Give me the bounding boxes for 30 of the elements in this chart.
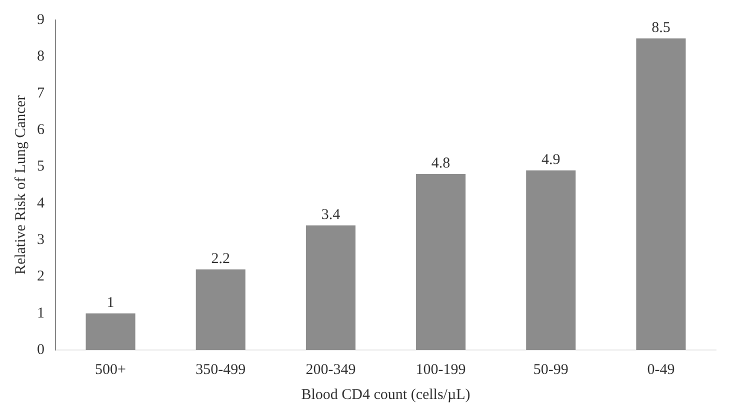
y-tick-label: 7 [37,85,45,102]
y-tick-label: 0 [37,342,44,358]
data-label: 8.5 [652,20,670,36]
data-label: 2.2 [211,250,230,267]
data-label: 4.9 [542,152,560,168]
y-tick-label: 8 [37,48,44,65]
x-tick-label: 0-49 [647,362,675,378]
x-axis-title: Blood CD4 count (cells/µL) [301,386,470,403]
x-tick-label: 500+ [95,362,126,378]
x-tick-label: 200-349 [306,362,356,378]
y-tick-label: 6 [37,122,45,138]
bar [416,174,466,350]
data-label: 1 [106,294,114,311]
y-tick-label: 1 [37,305,44,322]
bar [636,38,686,350]
y-tick-label: 4 [37,195,45,212]
bar [306,225,356,350]
y-tick-label: 3 [37,232,44,248]
x-tick-label: 100-199 [416,362,466,378]
data-label: 4.8 [431,155,450,172]
y-tick-label: 9 [37,12,44,28]
data-label: 3.4 [321,206,341,223]
y-tick-label: 2 [37,268,44,285]
x-tick-label: 350-499 [196,362,246,378]
bar [86,313,136,350]
bar [526,170,576,350]
y-axis-title: Relative Risk of Lung Cancer [12,95,29,275]
y-tick-label: 5 [37,158,44,175]
x-tick-label: 50-99 [533,362,568,378]
bar [196,269,246,350]
